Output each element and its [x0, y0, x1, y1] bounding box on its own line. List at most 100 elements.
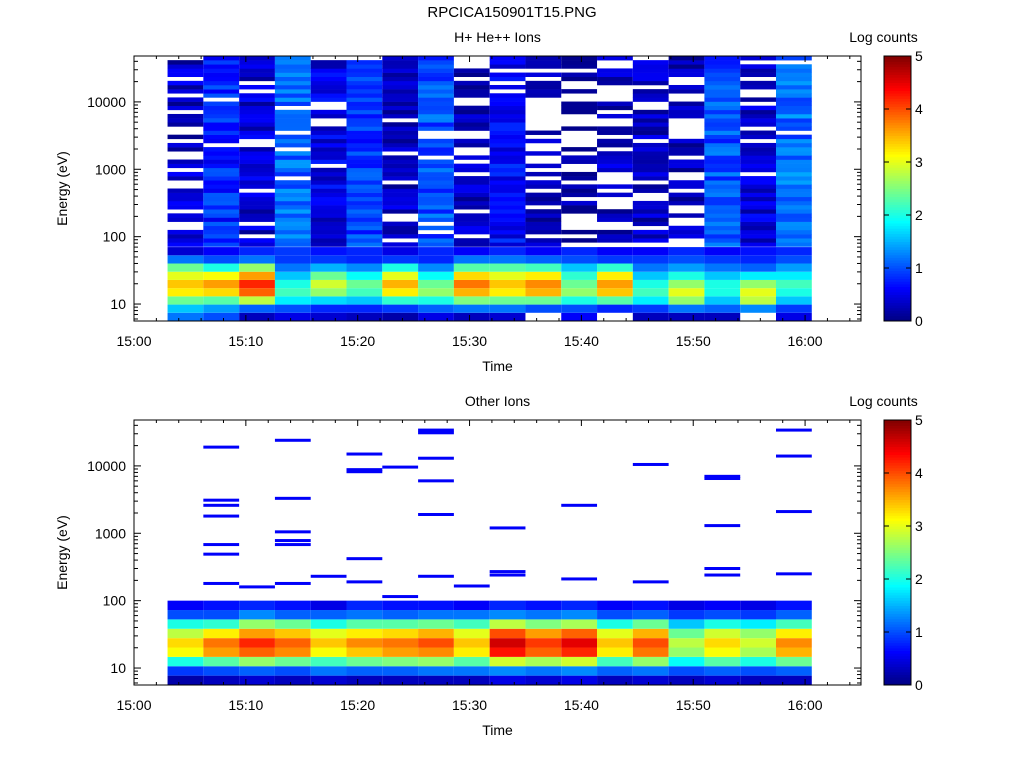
colorbar-segment	[884, 66, 911, 70]
spectrogram-cell	[453, 192, 490, 198]
spectrogram-cell	[668, 255, 705, 264]
spectrogram-cell	[775, 159, 812, 164]
spectrogram-cell	[346, 229, 383, 235]
spectrogram-cell	[561, 229, 598, 235]
spectrogram-cell	[525, 64, 562, 69]
spectrogram-cell	[382, 296, 419, 305]
spectrogram-cell	[203, 180, 240, 185]
spectrogram-cell	[418, 163, 454, 169]
colorbar-segment	[884, 310, 911, 314]
spectrogram-cell	[668, 184, 705, 189]
spectrogram-cell	[382, 130, 419, 135]
spectrogram-cell	[167, 271, 204, 280]
x-tick-label: 15:50	[676, 697, 711, 713]
spectrogram-cell	[167, 192, 204, 198]
colorbar-segment	[884, 193, 911, 197]
colorbar-segment	[884, 462, 911, 466]
spectrogram-cell	[597, 647, 633, 657]
spectrogram-cell	[740, 56, 776, 61]
spectrogram-cell	[632, 255, 669, 264]
spectrogram-cell	[239, 628, 275, 639]
spectrogram-cell	[632, 109, 669, 115]
spectrogram-cell	[740, 238, 776, 243]
spectrogram-cell	[775, 142, 812, 148]
spectrogram-cell	[310, 138, 347, 144]
colorbar-segment	[884, 655, 911, 659]
spectrogram-cell	[740, 205, 776, 210]
spectrogram-cell	[203, 163, 240, 169]
spectrogram-cell	[525, 72, 562, 78]
spectrogram-cell	[597, 130, 633, 135]
spectrogram-cell	[346, 72, 383, 78]
spectrogram-cell	[561, 147, 598, 152]
spectrogram-cell	[775, 56, 812, 61]
spectrogram-cell	[597, 217, 633, 222]
spectrogram-line	[632, 462, 669, 466]
spectrogram-cell	[203, 64, 240, 69]
spectrogram-cell	[382, 196, 419, 202]
spectrogram-cell	[203, 312, 240, 321]
spectrogram-cell	[704, 151, 741, 156]
spectrogram-cell	[740, 221, 776, 227]
spectrogram-line	[453, 584, 490, 588]
spectrogram-cell	[274, 134, 311, 140]
spectrogram-cell	[382, 638, 419, 648]
spectrogram-cell	[418, 255, 454, 264]
spectrogram-cell	[489, 296, 526, 305]
spectrogram-cell	[668, 225, 705, 231]
spectrogram-cell	[775, 68, 812, 73]
spectrogram-cell	[239, 147, 275, 152]
spectrogram-cell	[597, 159, 633, 164]
spectrogram-cell	[346, 205, 383, 210]
spectrogram-cell	[382, 147, 419, 152]
spectrogram-cell	[597, 288, 633, 297]
spectrogram-cell	[382, 60, 419, 65]
spectrogram-cell	[489, 163, 526, 169]
spectrogram-cell	[704, 109, 741, 115]
spectrogram-cell	[346, 64, 383, 69]
spectrogram-cell	[382, 312, 419, 321]
spectrogram-cell	[203, 171, 240, 177]
spectrogram-cell	[561, 600, 598, 611]
spectrogram-cell	[775, 105, 812, 111]
spectrogram-cell	[203, 263, 240, 272]
spectrogram-cell	[274, 225, 311, 231]
spectrogram-cell	[561, 304, 598, 313]
spectrogram-cell	[489, 217, 526, 222]
spectrogram-cell	[346, 675, 383, 685]
spectrogram-cell	[382, 109, 419, 115]
colorbar-tick-label: 3	[915, 154, 923, 170]
spectrogram-cell	[203, 184, 240, 189]
spectrogram-cell	[668, 229, 705, 235]
spectrogram-cell	[561, 619, 598, 629]
spectrogram-cell	[740, 159, 776, 164]
x-tick-label: 16:00	[788, 697, 823, 713]
spectrogram-cell	[382, 76, 419, 82]
colorbar-segment	[884, 457, 911, 461]
spectrogram-cell	[632, 176, 669, 181]
spectrogram-cell	[239, 134, 275, 140]
spectrogram-cell	[274, 656, 311, 667]
spectrogram-cell	[597, 126, 633, 131]
spectrogram-cell	[453, 200, 490, 206]
colorbar-segment	[884, 313, 911, 317]
spectrogram-cell	[704, 134, 741, 140]
spectrogram-line	[346, 470, 383, 474]
spectrogram-cell	[561, 638, 598, 648]
spectrogram-cell	[310, 147, 347, 152]
spectrogram-cell	[561, 76, 598, 82]
spectrogram-cell	[239, 255, 275, 264]
spectrogram-cell	[668, 147, 705, 152]
spectrogram-cell	[740, 638, 776, 648]
spectrogram-cell	[453, 225, 490, 231]
spectrogram-cell	[418, 147, 454, 152]
y-tick-label: 10000	[87, 94, 126, 110]
spectrogram-cell	[203, 122, 240, 127]
colorbar-segment	[884, 613, 911, 617]
spectrogram-cell	[489, 247, 526, 256]
spectrogram-cell	[704, 628, 741, 639]
colorbar-segment	[884, 539, 911, 543]
colorbar-segment	[884, 610, 911, 614]
spectrogram-cell	[740, 122, 776, 127]
spectrogram-cell	[418, 184, 454, 189]
